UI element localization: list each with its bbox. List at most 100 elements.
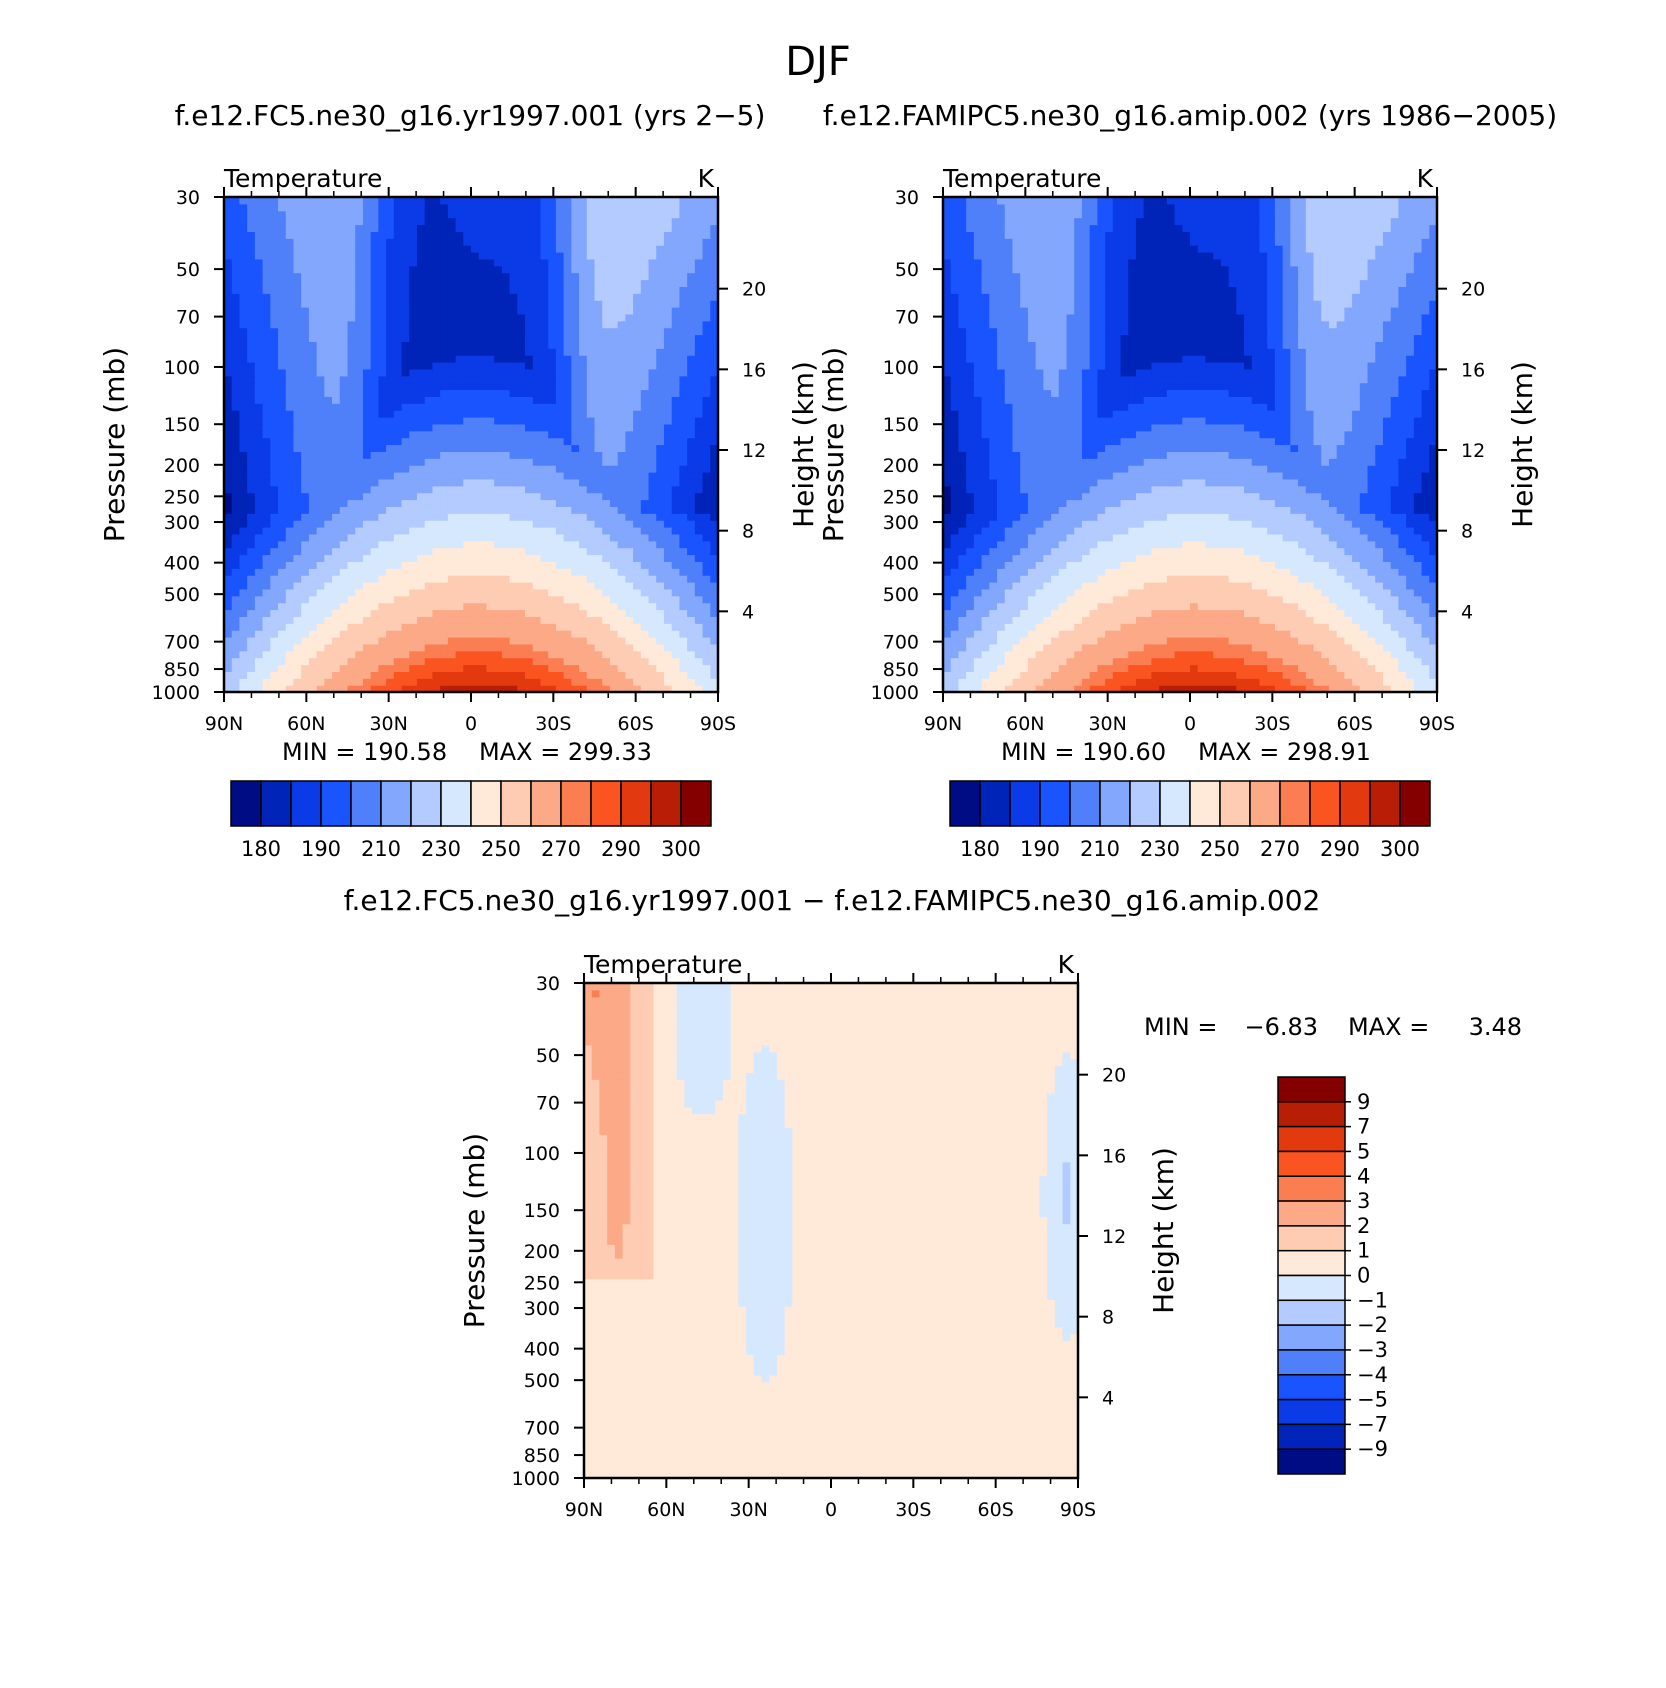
contour-cell	[270, 265, 279, 274]
contour-cell	[463, 437, 472, 446]
contour-cell	[663, 595, 673, 604]
contour-cell	[663, 623, 673, 631]
contour-cell	[324, 650, 333, 659]
contour-cell	[540, 568, 549, 576]
contour-cell	[239, 547, 248, 556]
contour-cell	[455, 575, 464, 583]
contour-cell	[633, 444, 642, 452]
contour-cell	[525, 203, 534, 212]
contour-cell	[594, 609, 603, 617]
contour-cell	[579, 685, 588, 693]
contour-cell	[1074, 664, 1083, 672]
contour-cell	[486, 630, 495, 638]
contour-cell	[224, 678, 233, 686]
x-tick-label: 60S	[618, 713, 654, 735]
contour-cell	[509, 403, 518, 411]
contour-cell	[401, 238, 410, 246]
contour-cell	[231, 472, 241, 480]
contour-cell	[308, 403, 318, 411]
contour-cell	[633, 417, 642, 425]
contour-cell	[316, 417, 325, 425]
contour-cell	[393, 293, 403, 301]
contour-cell	[594, 203, 603, 212]
contour-cell	[247, 389, 256, 397]
contour-cell	[640, 231, 650, 239]
contour-cell	[548, 272, 557, 281]
contour-cell	[679, 568, 688, 576]
contour-cell	[640, 465, 650, 473]
contour-cell	[424, 643, 434, 652]
contour-cell	[517, 430, 526, 439]
contour-cell	[463, 616, 472, 624]
contour-cell	[347, 609, 356, 617]
contour-cell	[548, 423, 557, 432]
contour-cell	[594, 197, 603, 205]
contour-cell	[347, 671, 356, 679]
contour-cell	[555, 272, 565, 281]
contour-cell	[656, 582, 665, 590]
contour-cell	[563, 568, 572, 576]
contour-cell	[602, 368, 611, 377]
contour-cell	[663, 520, 673, 528]
contour-cell	[370, 430, 379, 439]
contour-cell	[308, 568, 318, 576]
contour-cell	[663, 382, 673, 391]
contour-cell	[347, 444, 356, 452]
contour-cell	[308, 485, 318, 494]
contour-cell	[316, 307, 325, 315]
contour-cell	[586, 423, 596, 432]
contour-cell	[640, 499, 650, 507]
contour-cell	[293, 671, 302, 679]
contour-cell	[270, 657, 279, 666]
contour-cell	[285, 554, 295, 562]
contour-cell	[316, 451, 325, 459]
colorbar-box	[530, 780, 562, 827]
contour-cell	[656, 327, 665, 336]
contour-cell	[694, 286, 704, 294]
contour-cell	[671, 499, 681, 507]
contour-cell	[702, 430, 711, 439]
contour-cell	[455, 224, 464, 232]
contour-cell	[548, 588, 557, 597]
contour-cell	[224, 375, 233, 384]
y-tick-label: 200	[164, 455, 200, 477]
contour-cell	[571, 341, 580, 349]
contour-cell	[486, 540, 495, 549]
contour-cell	[339, 410, 349, 418]
contour-cell	[586, 334, 596, 342]
contour-cell	[432, 472, 441, 480]
contour-cell	[663, 203, 673, 212]
contour-cell	[1058, 678, 1068, 686]
contour-cell	[1182, 671, 1191, 679]
contour-cell	[316, 396, 325, 404]
contour-cell	[463, 554, 472, 562]
contour-cell	[231, 348, 241, 356]
contour-cell	[424, 540, 434, 549]
contour-cell	[663, 375, 673, 384]
contour-cell	[640, 293, 650, 301]
contour-cell	[555, 458, 565, 466]
contour-cell	[633, 265, 642, 274]
contour-cell	[625, 279, 634, 287]
contour-cell	[347, 643, 356, 652]
contour-cell	[540, 430, 549, 439]
contour-cell	[958, 664, 967, 672]
contour-cell	[625, 650, 634, 659]
contour-cell	[509, 678, 518, 686]
contour-cell	[308, 492, 318, 501]
contour-cell	[224, 362, 233, 370]
contour-cell	[679, 368, 688, 377]
contour-cell	[694, 637, 704, 645]
contour-cell	[308, 671, 318, 679]
contour-cell	[347, 513, 356, 521]
contour-cell	[370, 389, 379, 397]
contour-cell	[679, 650, 688, 659]
contour-cell	[494, 499, 503, 507]
contour-cell	[525, 582, 534, 590]
contour-cell	[378, 602, 387, 611]
contour-cell	[308, 410, 318, 418]
contour-cell	[532, 465, 542, 473]
contour-cell	[973, 657, 983, 666]
contour-cell	[548, 293, 557, 301]
contour-cell	[710, 258, 719, 267]
